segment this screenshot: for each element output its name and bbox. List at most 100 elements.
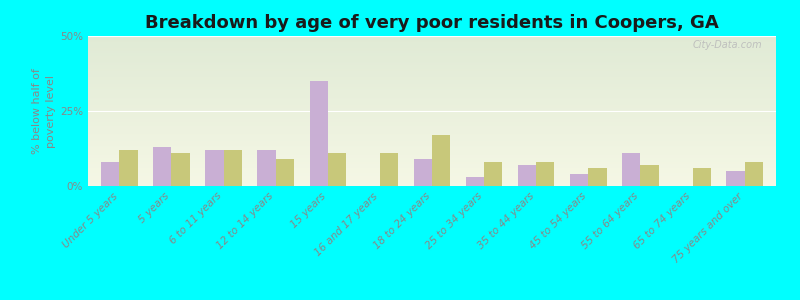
Bar [88, 178, 776, 180]
Bar [88, 50, 776, 51]
Bar [88, 167, 776, 168]
Bar [88, 81, 776, 82]
Bar [88, 40, 776, 42]
Bar [88, 112, 776, 114]
Bar [641, 165, 658, 186]
Bar [258, 150, 276, 186]
Bar [88, 94, 776, 96]
Bar [570, 174, 588, 186]
Bar [88, 111, 776, 112]
Bar [693, 168, 711, 186]
Bar [88, 44, 776, 45]
Bar [536, 162, 554, 186]
Bar [88, 169, 776, 171]
Title: Breakdown by age of very poor residents in Coopers, GA: Breakdown by age of very poor residents … [145, 14, 719, 32]
Bar [88, 168, 776, 170]
Text: City-Data.com: City-Data.com [693, 40, 762, 50]
Bar [745, 162, 763, 186]
Bar [88, 42, 776, 44]
Bar [88, 147, 776, 148]
Bar [88, 48, 776, 50]
Bar [88, 98, 776, 99]
Bar [88, 123, 776, 124]
Bar [88, 177, 776, 178]
Bar [414, 159, 432, 186]
Bar [88, 74, 776, 75]
Bar [88, 76, 776, 78]
Bar [88, 66, 776, 68]
Bar [119, 150, 138, 186]
Bar [88, 60, 776, 61]
Bar [88, 69, 776, 70]
Bar [88, 54, 776, 56]
Bar [88, 36, 776, 38]
Bar [310, 81, 328, 186]
Bar [88, 92, 776, 93]
Bar [88, 39, 776, 40]
Bar [88, 134, 776, 135]
Bar [88, 153, 776, 154]
Bar [88, 183, 776, 184]
Bar [88, 103, 776, 105]
Bar [88, 140, 776, 141]
Bar [88, 174, 776, 176]
Bar [88, 110, 776, 111]
Bar [88, 130, 776, 132]
Bar [88, 105, 776, 106]
Bar [88, 144, 776, 146]
Bar [88, 38, 776, 39]
Bar [88, 57, 776, 58]
Bar [88, 75, 776, 76]
Bar [88, 146, 776, 147]
Bar [88, 72, 776, 74]
Bar [88, 141, 776, 142]
Bar [88, 108, 776, 110]
Y-axis label: % below half of
poverty level: % below half of poverty level [32, 68, 56, 154]
Bar [88, 61, 776, 63]
Bar [484, 162, 502, 186]
Bar [101, 162, 119, 186]
Bar [88, 117, 776, 118]
Bar [518, 165, 536, 186]
Bar [88, 120, 776, 122]
Bar [88, 176, 776, 177]
Bar [88, 136, 776, 138]
Bar [223, 150, 242, 186]
Bar [88, 68, 776, 69]
Bar [88, 90, 776, 92]
Bar [88, 129, 776, 130]
Bar [171, 153, 190, 186]
Bar [88, 106, 776, 108]
Bar [88, 102, 776, 104]
Bar [88, 116, 776, 117]
Bar [153, 147, 171, 186]
Bar [588, 168, 606, 186]
Bar [88, 80, 776, 81]
Bar [206, 150, 223, 186]
Bar [88, 70, 776, 72]
Bar [88, 171, 776, 172]
Bar [88, 159, 776, 160]
Bar [88, 152, 776, 153]
Bar [88, 99, 776, 100]
Bar [88, 96, 776, 98]
Bar [88, 84, 776, 86]
Bar [88, 156, 776, 158]
Bar [88, 100, 776, 102]
Bar [276, 159, 294, 186]
Bar [88, 126, 776, 128]
Bar [88, 88, 776, 90]
Bar [88, 52, 776, 54]
Bar [88, 162, 776, 164]
Bar [88, 172, 776, 174]
Bar [88, 56, 776, 57]
Bar [88, 135, 776, 136]
Bar [88, 64, 776, 66]
Bar [88, 58, 776, 60]
Bar [88, 122, 776, 123]
Bar [432, 135, 450, 186]
Bar [88, 138, 776, 140]
Bar [88, 124, 776, 126]
Bar [726, 171, 745, 186]
Bar [88, 184, 776, 186]
